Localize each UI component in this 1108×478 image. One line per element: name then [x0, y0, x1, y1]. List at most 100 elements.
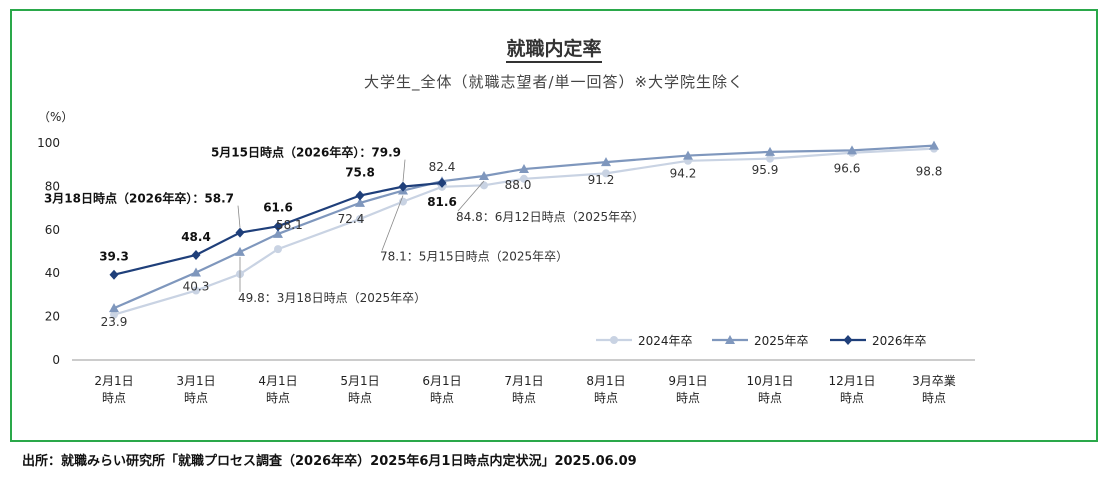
data-point-2025年卒 — [355, 197, 365, 207]
data-point-2024年卒 — [356, 214, 364, 223]
y-ticks: 0 20 40 60 80 100 — [37, 136, 60, 367]
data-point-2026年卒 — [235, 227, 245, 238]
data-point-2024年卒 — [192, 286, 200, 295]
x-tick-label: 時点 — [512, 391, 536, 405]
y-tick-label: 100 — [37, 136, 60, 150]
legend-label: 2026年卒 — [872, 334, 927, 348]
legend-marker — [725, 335, 735, 344]
data-label: 40.3 — [183, 280, 210, 294]
data-point-2024年卒 — [766, 154, 774, 163]
legend-label: 2024年卒 — [638, 334, 693, 348]
data-label: 72.4 — [338, 212, 365, 226]
data-label: 91.2 — [588, 173, 615, 187]
source-note: 出所：就職みらい研究所「就職プロセス調査（2026年卒）2025年6月1日時点内… — [22, 454, 637, 469]
x-tick-label: 12月1日 — [829, 374, 876, 388]
series-line-2024年卒 — [113, 147, 935, 316]
x-tick-label: 7月1日 — [504, 374, 543, 388]
data-point-2026年卒 — [191, 249, 201, 260]
series-line-2025年卒 — [113, 144, 935, 310]
x-tick-label: 時点 — [676, 391, 700, 405]
x-tick-label: 時点 — [430, 391, 454, 405]
x-tick-label: 時点 — [758, 391, 782, 405]
annotation-leader — [237, 205, 241, 228]
data-point-2025年卒 — [191, 267, 201, 277]
legend-label: 2025年卒 — [754, 334, 809, 348]
data-label: 75.8 — [345, 166, 375, 180]
data-point-2024年卒 — [274, 245, 282, 254]
y-tick-label: 60 — [45, 223, 60, 237]
y-axis-label: （%） — [38, 110, 73, 124]
legend-marker — [843, 335, 853, 345]
data-label: 48.4 — [181, 230, 211, 244]
data-point-2026年卒 — [355, 190, 365, 201]
x-tick-label: 4月1日 — [258, 374, 297, 388]
data-point-2025年卒 — [273, 228, 283, 238]
annotation-layer: 23.9 40.3 49.8：3月18日時点（2025年卒） 58.1 72.4 78.1… — [44, 145, 942, 330]
y-tick-label: 20 — [45, 310, 60, 324]
legend-marker — [610, 336, 618, 344]
data-point-2024年卒 — [399, 197, 407, 206]
data-label: 82.4 — [429, 160, 456, 174]
x-tick-label: 時点 — [840, 391, 864, 405]
x-tick-label: 3月1日 — [176, 374, 215, 388]
data-label: 98.8 — [916, 165, 943, 179]
data-label: 96.6 — [834, 161, 861, 175]
data-label: 49.8：3月18日時点（2025年卒） — [238, 291, 426, 305]
data-point-2025年卒 — [479, 170, 489, 180]
annotation-leader — [381, 195, 404, 251]
chart-frame — [10, 9, 1098, 442]
legend: 2024年卒 2025年卒 2026年卒 — [596, 334, 927, 348]
data-label: 94.2 — [670, 167, 697, 181]
x-tick-label: 6月1日 — [422, 374, 461, 388]
data-label: 81.6 — [427, 195, 457, 209]
annotation-leader — [402, 159, 406, 182]
x-tick-label: 10月1日 — [747, 374, 794, 388]
data-label: 61.6 — [263, 200, 293, 214]
y-tick-label: 0 — [52, 353, 60, 367]
data-point-2024年卒 — [602, 169, 610, 178]
data-point-2025年卒 — [109, 303, 119, 313]
data-point-2025年卒 — [235, 246, 245, 256]
data-label: 5月15日時点（2026年卒）：79.9 — [211, 145, 401, 160]
annotation-leader — [457, 180, 485, 212]
y-tick-label: 80 — [45, 179, 60, 193]
data-point-2025年卒 — [683, 150, 693, 160]
data-point-2026年卒 — [398, 181, 408, 192]
data-point-2026年卒 — [273, 221, 283, 232]
data-label: 3月18日時点（2026年卒）：58.7 — [44, 191, 234, 206]
data-point-2026年卒 — [109, 269, 119, 280]
y-tick-label: 40 — [45, 266, 60, 280]
data-point-2024年卒 — [520, 174, 528, 183]
x-tick-label: 時点 — [266, 391, 290, 405]
data-label: 84.8：6月12日時点（2025年卒） — [456, 210, 644, 224]
data-label: 78.1：5月15日時点（2025年卒） — [380, 250, 568, 264]
chart-title-text: 就職内定率 — [506, 38, 602, 63]
x-tick-label: 時点 — [184, 391, 208, 405]
chart-subtitle: 大学生_全体（就職志望者/単一回答）※大学院生除く — [363, 73, 745, 91]
x-tick-label: 3月卒業 — [912, 374, 956, 388]
data-point-2025年卒 — [929, 140, 939, 150]
data-label: 88.0 — [505, 178, 532, 192]
data-point-2025年卒 — [847, 145, 857, 155]
data-label: 23.9 — [101, 315, 128, 329]
data-point-2024年卒 — [480, 181, 488, 190]
x-tick-label: 8月1日 — [586, 374, 625, 388]
x-tick-label: 時点 — [102, 391, 126, 405]
x-tick-label: 9月1日 — [668, 374, 707, 388]
x-tick-label: 時点 — [594, 391, 618, 405]
x-tick-label: 時点 — [922, 391, 946, 405]
x-tick-label: 5月1日 — [340, 374, 379, 388]
series-layer — [109, 140, 939, 319]
data-point-2024年卒 — [110, 310, 118, 319]
data-point-2025年卒 — [601, 157, 611, 167]
x-tick-label: 時点 — [348, 391, 372, 405]
chart-title: 就職内定率 — [0, 34, 1108, 63]
data-point-2025年卒 — [519, 164, 529, 174]
data-point-2025年卒 — [765, 146, 775, 156]
x-tick-label: 2月1日 — [94, 374, 133, 388]
data-label: 58.1 — [276, 218, 303, 232]
data-label: 95.9 — [752, 163, 779, 177]
data-label: 39.3 — [99, 250, 129, 264]
